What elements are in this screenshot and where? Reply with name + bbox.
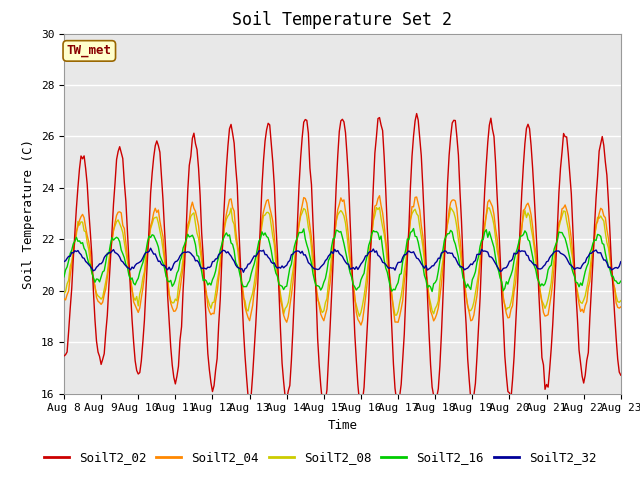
Legend: SoilT2_02, SoilT2_04, SoilT2_08, SoilT2_16, SoilT2_32: SoilT2_02, SoilT2_04, SoilT2_08, SoilT2_… [39,446,601,469]
Title: Soil Temperature Set 2: Soil Temperature Set 2 [232,11,452,29]
Y-axis label: Soil Temperature (C): Soil Temperature (C) [22,139,35,288]
Text: TW_met: TW_met [67,44,112,58]
X-axis label: Time: Time [328,419,357,432]
